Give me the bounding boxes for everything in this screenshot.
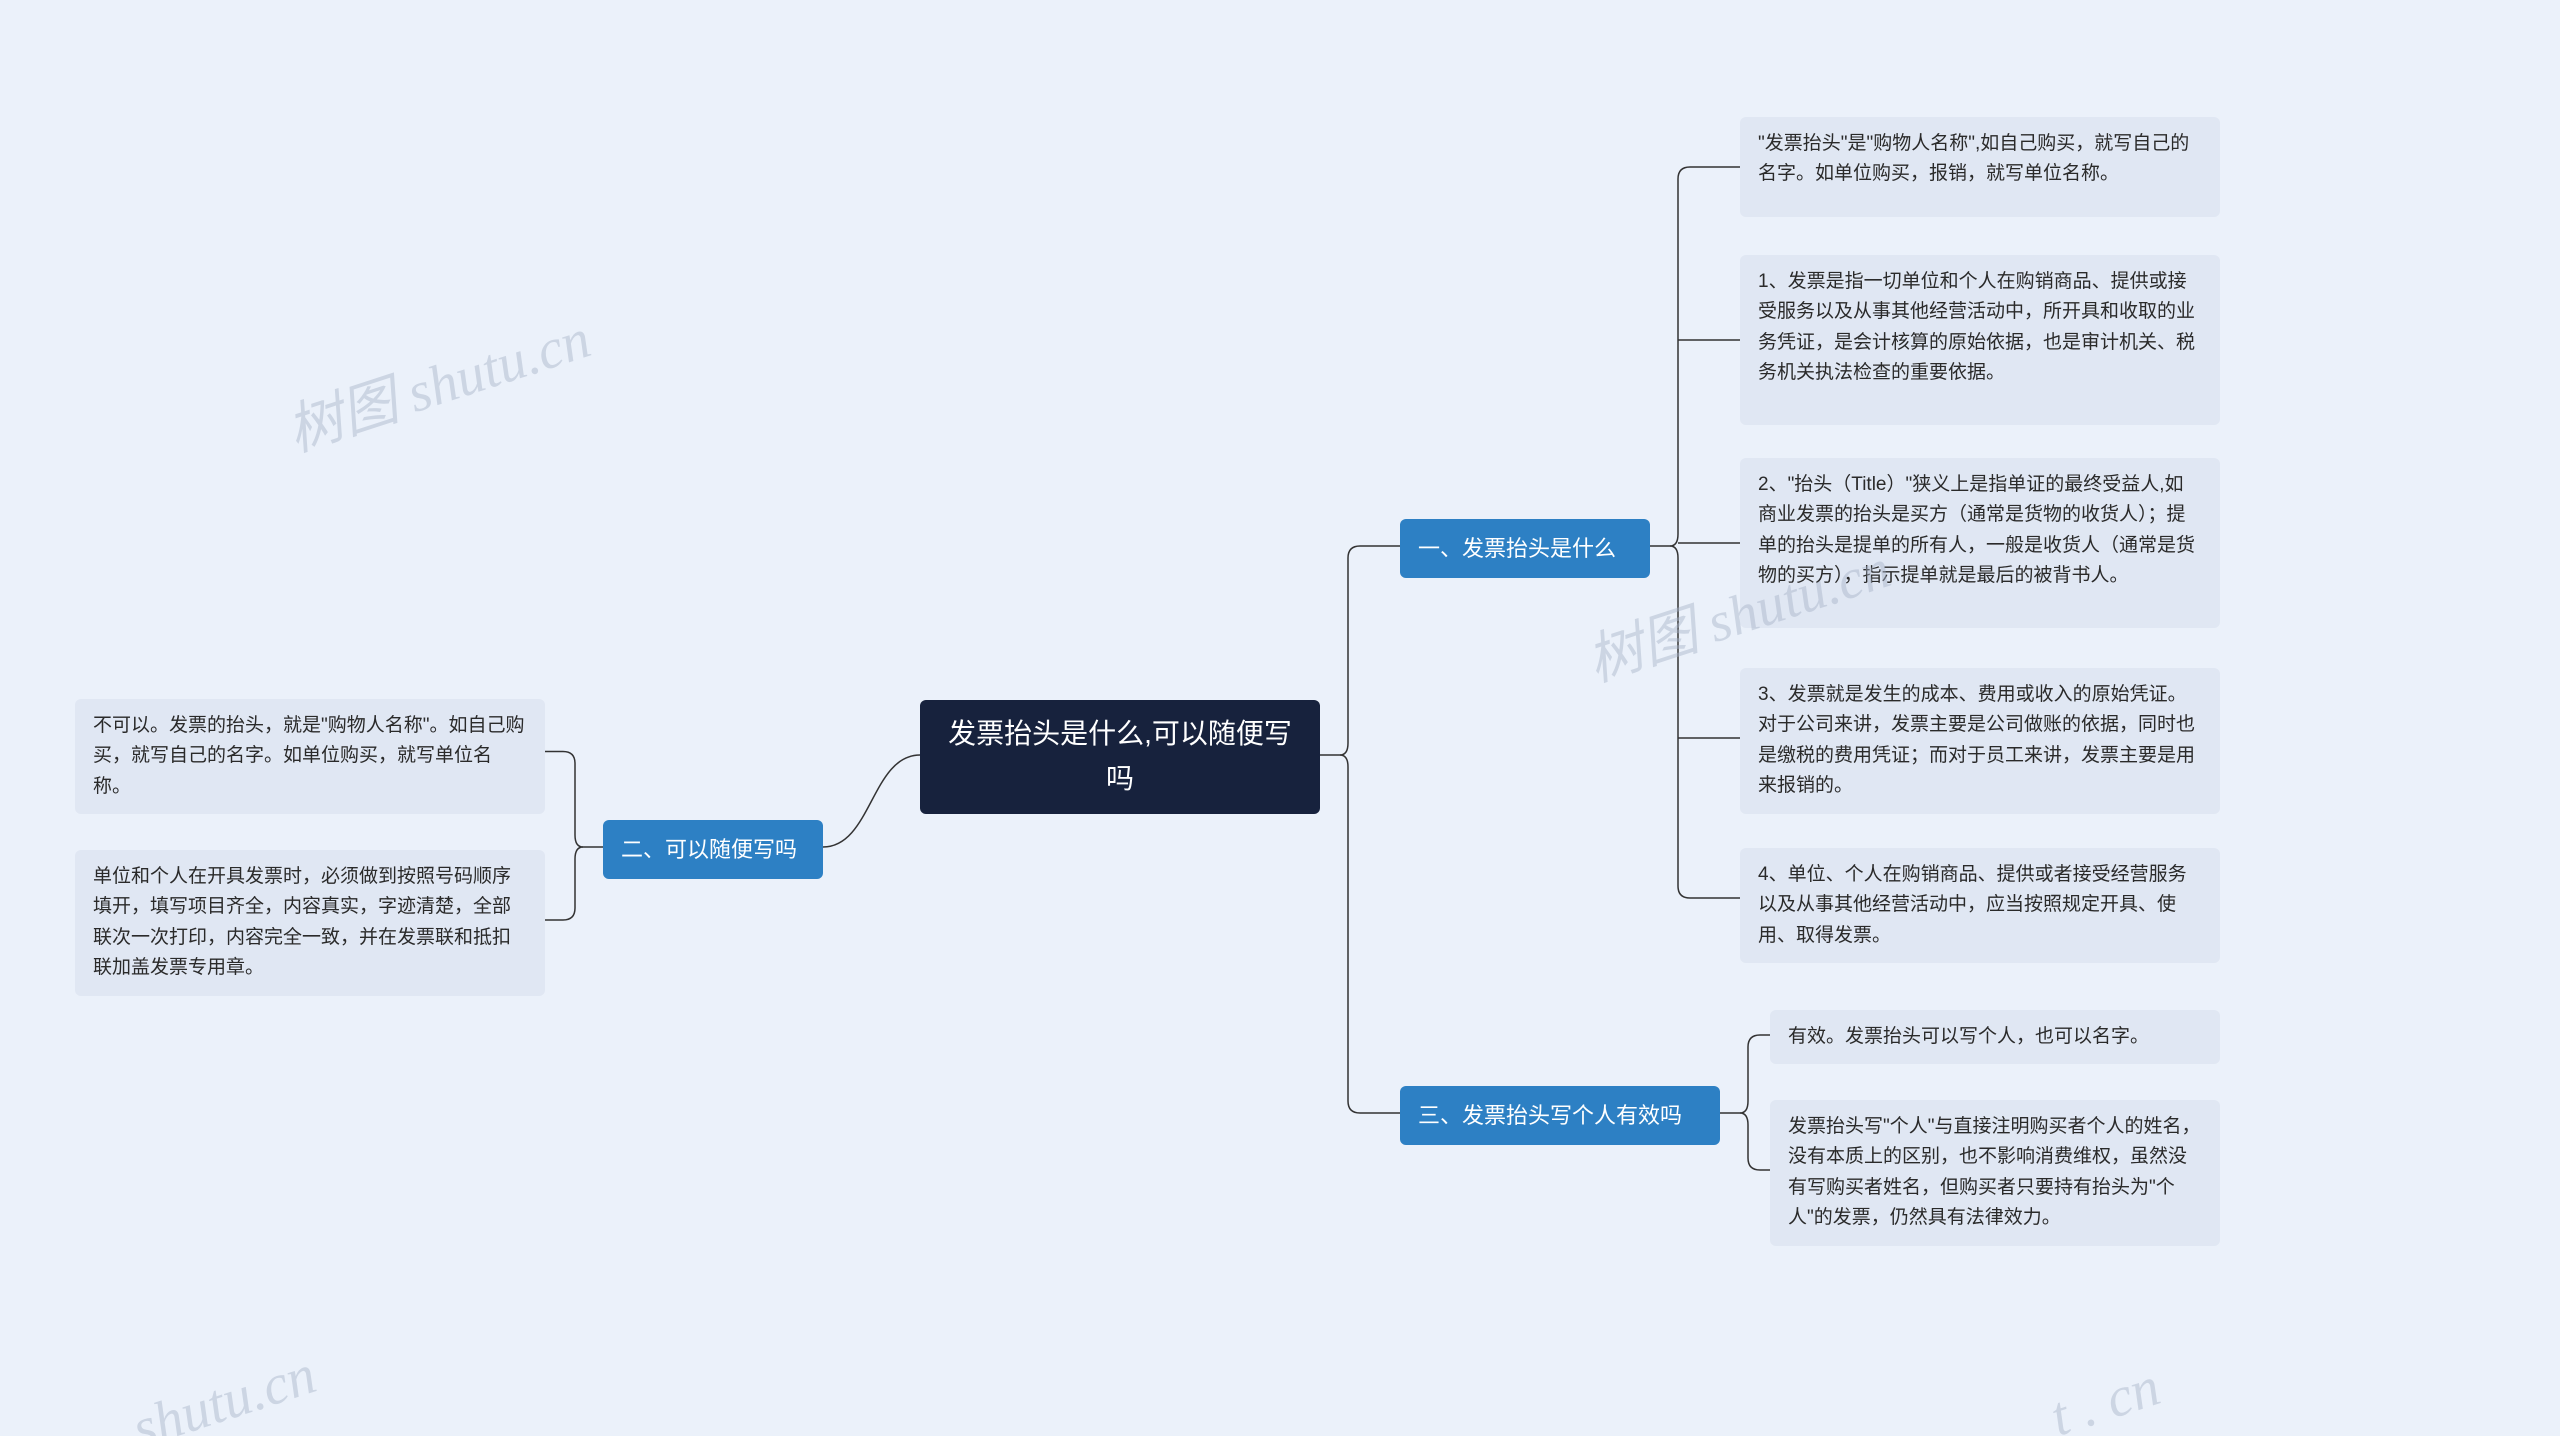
leaf-node-right-0-2: 2、"抬头（Title）"狭义上是指单证的最终受益人,如商业发票的抬头是买方（通… xyxy=(1740,458,2220,628)
leaf-node-right-1-0: 有效。发票抬头可以写个人，也可以名字。 xyxy=(1770,1010,2220,1064)
leaf-node-right-0-4: 4、单位、个人在购销商品、提供或者接受经营服务以及从事其他经营活动中，应当按照规… xyxy=(1740,848,2220,963)
watermark: 树图 shutu.cn xyxy=(275,293,599,467)
leaf-node-right-0-1: 1、发票是指一切单位和个人在购销商品、提供或接受服务以及从事其他经营活动中，所开… xyxy=(1740,255,2220,425)
watermark: shutu.cn xyxy=(125,1342,324,1436)
leaf-node-left-0-0: 不可以。发票的抬头，就是"购物人名称"。如自己购买，就写自己的名字。如单位购买，… xyxy=(75,699,545,814)
leaf-node-left-0-1: 单位和个人在开具发票时，必须做到按照号码顺序填开，填写项目齐全，内容真实，字迹清… xyxy=(75,850,545,996)
leaf-node-right-0-3: 3、发票就是发生的成本、费用或收入的原始凭证。对于公司来讲，发票主要是公司做账的… xyxy=(1740,668,2220,814)
leaf-node-right-1-1: 发票抬头写"个人"与直接注明购买者个人的姓名，没有本质上的区别，也不影响消费维权… xyxy=(1770,1100,2220,1246)
root-node: 发票抬头是什么,可以随便写吗 xyxy=(920,700,1320,814)
branch-node-right-0: 一、发票抬头是什么 xyxy=(1400,519,1650,578)
leaf-node-right-0-0: "发票抬头"是"购物人名称",如自己购买，就写自己的名字。如单位购买，报销，就写… xyxy=(1740,117,2220,217)
branch-node-right-1: 三、发票抬头写个人有效吗 xyxy=(1400,1086,1720,1145)
watermark: t . cn xyxy=(2043,1355,2168,1436)
branch-node-left-0: 二、可以随便写吗 xyxy=(603,820,823,879)
